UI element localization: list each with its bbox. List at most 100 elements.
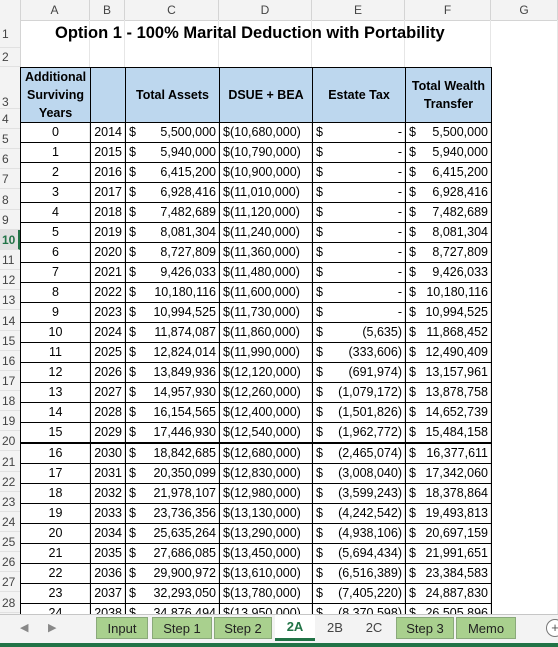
- cell-estate-tax[interactable]: $ (3,599,243): [312, 483, 406, 504]
- cell-surviving-years[interactable]: 7: [20, 262, 91, 283]
- cell-estate-tax[interactable]: $ -: [312, 222, 406, 243]
- select-all-corner[interactable]: [0, 0, 21, 20]
- cell-surviving-years[interactable]: 20: [20, 523, 91, 544]
- cell-estate-tax[interactable]: $ (333,606): [312, 342, 406, 363]
- cell-surviving-years[interactable]: 14: [20, 402, 91, 423]
- cell-total-assets[interactable]: $8,727,809: [125, 242, 220, 263]
- cell-total-assets[interactable]: $6,928,416: [125, 182, 220, 203]
- header-year-blank[interactable]: [90, 67, 126, 123]
- cell-total-assets[interactable]: $8,081,304: [125, 222, 220, 243]
- header-total-wealth[interactable]: Total Wealth Transfer: [405, 67, 492, 123]
- cell-total-assets[interactable]: $25,635,264: [125, 523, 220, 544]
- cell-estate-tax[interactable]: $ -: [312, 122, 406, 143]
- cell-total-wealth[interactable]: $10,994,525: [405, 302, 492, 323]
- cell-total-assets[interactable]: $12,824,014: [125, 342, 220, 363]
- cell-estate-tax[interactable]: $ (1,079,172): [312, 382, 406, 403]
- cell-total-wealth[interactable]: $18,378,864: [405, 483, 492, 504]
- cell-surviving-years[interactable]: 9: [20, 302, 91, 323]
- cell-estate-tax[interactable]: $ -: [312, 162, 406, 183]
- cell-year[interactable]: 2016: [90, 162, 126, 183]
- cell-total-assets[interactable]: $14,957,930: [125, 382, 220, 403]
- cell-total-wealth[interactable]: $19,493,813: [405, 503, 492, 524]
- cell-dsue-bea[interactable]: $(12,680,000): [219, 442, 313, 464]
- row-header-10[interactable]: 10: [0, 229, 20, 250]
- row-header-8[interactable]: 8: [0, 190, 20, 210]
- cell-surviving-years[interactable]: 4: [20, 202, 91, 223]
- cell-year[interactable]: 2023: [90, 302, 126, 323]
- cell-total-assets[interactable]: $21,978,107: [125, 483, 220, 504]
- row-header-26[interactable]: 26: [0, 552, 20, 573]
- cell-estate-tax[interactable]: $ -: [312, 262, 406, 283]
- cell-total-wealth[interactable]: $10,180,116: [405, 282, 492, 303]
- cell-estate-tax[interactable]: $ (8,370,598): [312, 603, 406, 614]
- cell-dsue-bea[interactable]: $(12,540,000): [219, 422, 313, 444]
- cell-total-wealth[interactable]: $6,928,416: [405, 182, 492, 203]
- tab-input[interactable]: Input: [96, 617, 148, 639]
- cell-year[interactable]: 2022: [90, 282, 126, 303]
- cell-year[interactable]: 2033: [90, 503, 126, 524]
- cell-surviving-years[interactable]: 0: [20, 122, 91, 143]
- row-header-12[interactable]: 12: [0, 270, 20, 291]
- tab-step-3[interactable]: Step 3: [396, 617, 454, 639]
- cell-total-assets[interactable]: $7,482,689: [125, 202, 220, 223]
- cell-estate-tax[interactable]: $ (6,516,389): [312, 563, 406, 584]
- row-header-11[interactable]: 11: [0, 250, 20, 271]
- row-header-5[interactable]: 5: [0, 129, 20, 150]
- cell-dsue-bea[interactable]: $(13,950,000): [219, 603, 313, 614]
- cell-year[interactable]: 2020: [90, 242, 126, 263]
- cell-year[interactable]: 2027: [90, 382, 126, 403]
- tab-2a[interactable]: 2A: [275, 615, 315, 641]
- cell-dsue-bea[interactable]: $(12,830,000): [219, 463, 313, 484]
- cell-total-wealth[interactable]: $8,727,809: [405, 242, 492, 263]
- cell-surviving-years[interactable]: 15: [20, 422, 91, 444]
- cell-total-wealth[interactable]: $5,940,000: [405, 142, 492, 163]
- row-header-24[interactable]: 24: [0, 512, 20, 532]
- cell-year[interactable]: 2024: [90, 322, 126, 343]
- cell-dsue-bea[interactable]: $(13,290,000): [219, 523, 313, 544]
- cell-dsue-bea[interactable]: $(12,980,000): [219, 483, 313, 504]
- cell-dsue-bea[interactable]: $(10,900,000): [219, 162, 313, 183]
- cell-surviving-years[interactable]: 13: [20, 382, 91, 403]
- cell-total-wealth[interactable]: $12,490,409: [405, 342, 492, 363]
- cell-total-assets[interactable]: $5,500,000: [125, 122, 220, 143]
- row-header-17[interactable]: 17: [0, 371, 20, 391]
- cell-estate-tax[interactable]: $ (3,008,040): [312, 463, 406, 484]
- column-header-b[interactable]: B: [90, 0, 125, 20]
- cell-total-wealth[interactable]: $17,342,060: [405, 463, 492, 484]
- row-header-7[interactable]: 7: [0, 169, 20, 190]
- row-header-3[interactable]: 3: [0, 67, 20, 109]
- cell-estate-tax[interactable]: $ -: [312, 202, 406, 223]
- cell-dsue-bea[interactable]: $(11,240,000): [219, 222, 313, 243]
- cell-year[interactable]: 2017: [90, 182, 126, 203]
- cell-year[interactable]: 2025: [90, 342, 126, 363]
- cell-dsue-bea[interactable]: $(11,990,000): [219, 342, 313, 363]
- cell-year[interactable]: 2032: [90, 483, 126, 504]
- cell-surviving-years[interactable]: 5: [20, 222, 91, 243]
- cell-total-wealth[interactable]: $9,426,033: [405, 262, 492, 283]
- row-header-14[interactable]: 14: [0, 311, 20, 331]
- cell-dsue-bea[interactable]: $(10,790,000): [219, 142, 313, 163]
- cell-total-wealth[interactable]: $23,384,583: [405, 563, 492, 584]
- row-header-4[interactable]: 4: [0, 109, 20, 129]
- cell-year[interactable]: 2035: [90, 543, 126, 564]
- column-header-d[interactable]: D: [219, 0, 312, 20]
- cell-total-assets[interactable]: $32,293,050: [125, 583, 220, 604]
- cell-dsue-bea[interactable]: $(12,120,000): [219, 362, 313, 383]
- cell-dsue-bea[interactable]: $(12,260,000): [219, 382, 313, 403]
- tab-2c[interactable]: 2C: [365, 620, 383, 635]
- cell-total-wealth[interactable]: $26,505,896: [405, 603, 492, 614]
- cell-total-wealth[interactable]: $15,484,158: [405, 422, 492, 444]
- cell-total-assets[interactable]: $27,686,085: [125, 543, 220, 564]
- cell-estate-tax[interactable]: $ (1,962,772): [312, 422, 406, 444]
- row-header-6[interactable]: 6: [0, 149, 20, 170]
- cell-dsue-bea[interactable]: $(11,600,000): [219, 282, 313, 303]
- cell-total-wealth[interactable]: $8,081,304: [405, 222, 492, 243]
- cell-dsue-bea[interactable]: $(13,450,000): [219, 543, 313, 564]
- column-header-c[interactable]: C: [125, 0, 219, 20]
- tab-step-1[interactable]: Step 1: [152, 617, 212, 639]
- row-header-28[interactable]: 28: [0, 593, 20, 613]
- cell-surviving-years[interactable]: 1: [20, 142, 91, 163]
- cell-surviving-years[interactable]: 23: [20, 583, 91, 604]
- cell-estate-tax[interactable]: $ (7,405,220): [312, 583, 406, 604]
- header-estate-tax[interactable]: Estate Tax: [312, 67, 406, 123]
